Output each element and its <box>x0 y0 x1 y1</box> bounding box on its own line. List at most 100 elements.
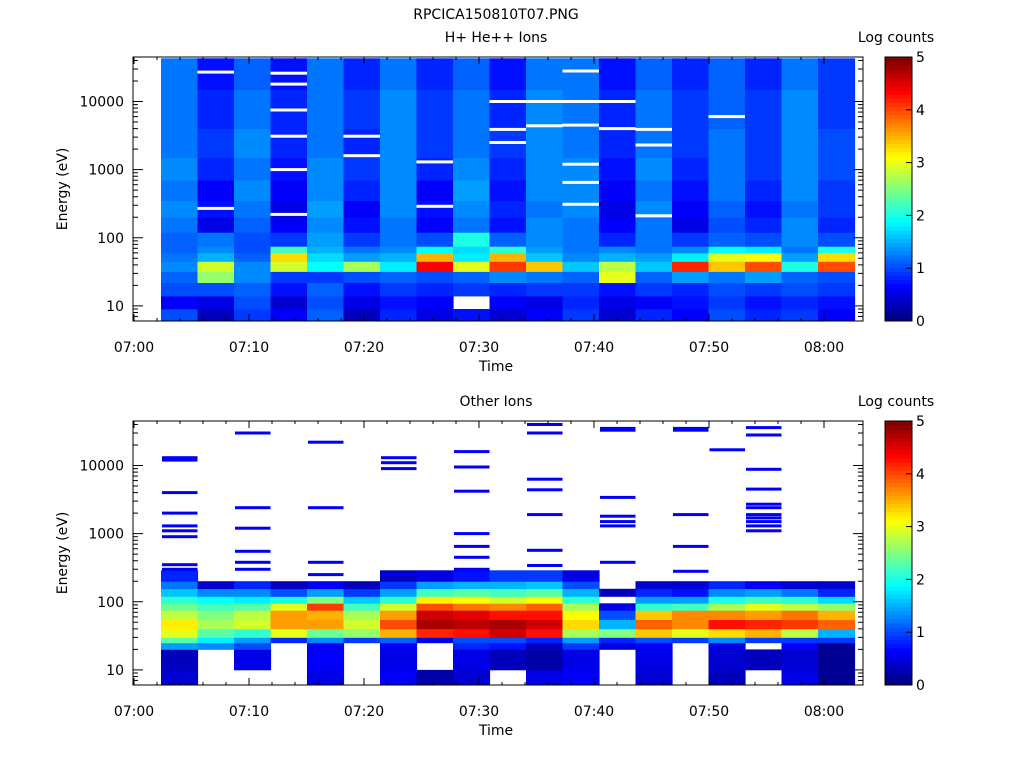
heatmap-cell <box>562 295 600 310</box>
colorbar-swatch <box>885 511 912 517</box>
colorbar-swatch <box>885 462 912 467</box>
heatmap-line <box>746 487 782 491</box>
y-axis-label: Energy (eV) <box>55 148 71 231</box>
heatmap-cell <box>343 200 381 218</box>
colorbar-tick-label: 1 <box>916 261 925 277</box>
heatmap-cell <box>380 271 418 283</box>
colorbar-swatch <box>885 532 912 538</box>
heatmap-cell <box>818 271 856 283</box>
heatmap-line <box>600 428 636 432</box>
heatmap-cell <box>270 252 308 262</box>
heatmap-cell <box>526 200 564 218</box>
data-gap <box>416 204 453 208</box>
heatmap-cell <box>489 596 527 604</box>
heatmap-cell <box>562 217 600 233</box>
heatmap-cell <box>343 295 381 310</box>
colorbar-swatch <box>885 668 912 674</box>
colorbar-tick-label: 4 <box>916 467 925 483</box>
colorbar-swatch <box>885 90 912 95</box>
heatmap-cell <box>672 309 710 322</box>
heatmap-cell <box>380 157 418 181</box>
heatmap-cell <box>161 246 199 254</box>
heatmap-cell <box>562 637 600 644</box>
heatmap-cell <box>526 180 564 202</box>
heatmap-cell <box>307 252 345 262</box>
heatmap-cell <box>745 603 783 611</box>
heatmap-cell <box>635 649 673 671</box>
y-tick-label: 100 <box>97 595 124 611</box>
heatmap-line <box>746 433 782 437</box>
heatmap-cell <box>307 295 345 310</box>
heatmap-cell <box>307 649 345 671</box>
heatmap-cell <box>708 588 746 597</box>
colorbar-swatch <box>885 445 912 451</box>
heatmap-line <box>454 450 490 454</box>
colorbar-swatch <box>885 156 912 161</box>
heatmap-cell <box>343 282 381 297</box>
heatmap-line <box>308 506 344 510</box>
heatmap-cell <box>380 309 418 322</box>
colorbar-swatch <box>885 316 912 322</box>
heatmap-cell <box>818 649 856 671</box>
heatmap-cell <box>781 637 819 644</box>
heatmap-cell <box>781 282 819 297</box>
colorbar-swatch <box>885 230 912 235</box>
data-gap <box>599 100 636 103</box>
heatmap-line <box>600 520 636 524</box>
heatmap-cell <box>708 309 746 322</box>
heatmap-line <box>600 560 636 564</box>
heatmap-cell <box>380 581 418 590</box>
heatmap-cell <box>708 642 746 650</box>
heatmap-cell <box>562 58 600 90</box>
heatmap-cell <box>307 669 345 686</box>
y-axis: 10 100 1000 10000 <box>79 59 863 322</box>
colorbar-swatch <box>885 610 912 616</box>
heatmap-line <box>454 544 490 548</box>
heatmap-cell <box>416 588 454 597</box>
colorbar-swatch <box>885 110 912 116</box>
heatmap-cell <box>818 581 856 590</box>
heatmap-cell <box>234 610 272 620</box>
colorbar-swatch <box>885 106 912 112</box>
heatmap-line <box>527 548 563 552</box>
heatmap-cell <box>453 261 491 272</box>
heatmap-cell <box>343 619 381 630</box>
colorbar-swatch <box>885 441 912 447</box>
heatmap-cell <box>818 295 856 310</box>
heatmap-cell <box>270 603 308 611</box>
colorbar-swatch <box>885 197 912 202</box>
heatmap-cell <box>781 610 819 620</box>
heatmap-cell <box>453 619 491 630</box>
y-tick-label: 1000 <box>88 163 124 179</box>
heatmap-cell <box>781 252 819 262</box>
heatmap-cell <box>416 261 454 272</box>
data-gap <box>270 71 307 75</box>
heatmap-cell <box>197 261 235 272</box>
colorbar-swatch <box>885 524 912 529</box>
heatmap-cell <box>380 217 418 233</box>
colorbar-swatch <box>885 242 912 248</box>
colorbar-swatch <box>885 577 912 583</box>
heatmap-cell <box>270 596 308 604</box>
heatmap-cell <box>416 610 454 620</box>
heatmap-cell <box>818 261 856 272</box>
heatmap-cell <box>343 637 381 644</box>
data-gap <box>562 162 599 166</box>
heatmap-cell <box>453 271 491 283</box>
heatmap-cell <box>745 217 783 233</box>
heatmap-cell <box>781 619 819 630</box>
colorbar-swatch <box>885 135 912 141</box>
colorbar-swatch <box>885 660 912 665</box>
heatmap-cell <box>526 610 564 620</box>
colorbar-swatch <box>885 499 912 505</box>
heatmap-cell <box>708 628 746 638</box>
heatmap-cell <box>672 217 710 233</box>
heatmap-cell <box>489 309 527 322</box>
y-tick-label: 10000 <box>79 95 124 111</box>
heatmap-cell <box>307 246 345 254</box>
heatmap-cell <box>489 89 527 129</box>
heatmap-cell <box>781 232 819 247</box>
heatmap-cell <box>161 252 199 262</box>
heatmap-cell <box>343 581 381 590</box>
heatmap-cell <box>562 610 600 620</box>
